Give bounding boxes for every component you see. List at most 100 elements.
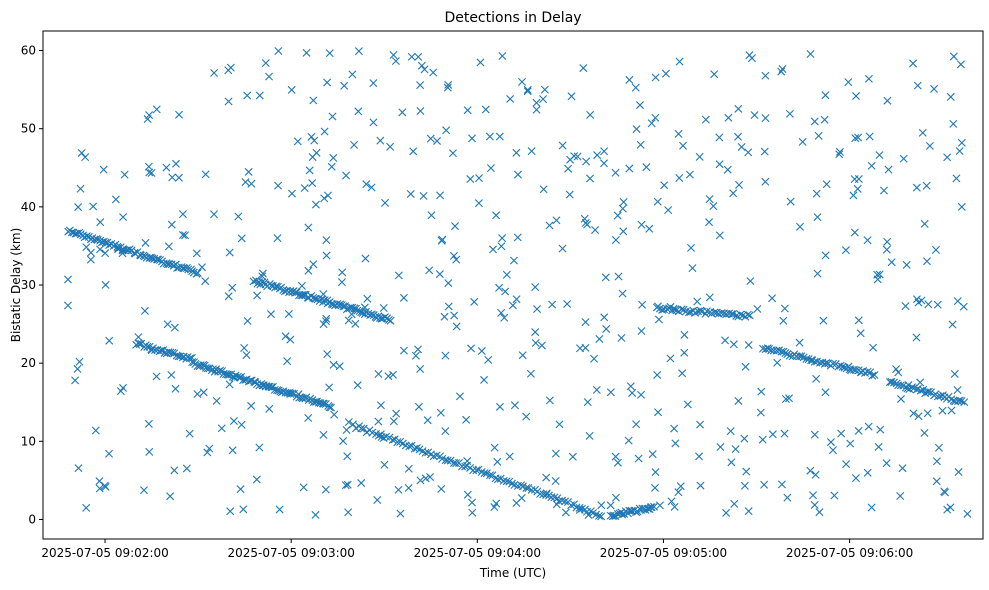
- data-point-marker: [851, 134, 860, 143]
- data-point-marker: [343, 480, 352, 489]
- data-point-marker: [852, 92, 861, 101]
- data-point-marker: [896, 492, 905, 500]
- data-point-marker: [101, 280, 110, 289]
- data-point-marker: [646, 503, 655, 512]
- data-point-marker: [883, 96, 892, 105]
- data-point-marker: [578, 504, 587, 513]
- data-point-marker: [416, 107, 425, 115]
- data-point-marker: [806, 466, 815, 475]
- x-axis: 2025-07-05 09:02:00 2025-07-05 09:03:00 20…: [41, 539, 913, 560]
- data-point-marker: [165, 260, 174, 269]
- data-point-marker: [181, 231, 190, 240]
- data-point-marker: [812, 189, 821, 198]
- data-point-marker: [747, 54, 756, 63]
- data-point-marker: [761, 177, 770, 186]
- data-point-marker: [363, 294, 372, 303]
- data-point-marker: [380, 460, 389, 469]
- data-point-marker: [716, 443, 725, 451]
- y-axis: 0 10 20 30 40 50 60: [21, 44, 43, 526]
- data-point-marker: [105, 449, 114, 458]
- data-point-marker: [856, 329, 865, 338]
- data-point-marker: [411, 351, 420, 360]
- data-point-marker: [81, 153, 90, 162]
- data-point-marker: [645, 224, 654, 233]
- data-point-marker: [253, 291, 262, 300]
- data-point-marker: [796, 222, 804, 231]
- data-point-marker: [168, 173, 177, 182]
- data-point-marker: [846, 439, 855, 448]
- data-point-marker: [679, 141, 687, 150]
- data-point-marker: [147, 169, 156, 177]
- data-point-marker: [416, 476, 425, 485]
- data-point-marker: [666, 354, 675, 363]
- data-point-marker: [709, 202, 718, 211]
- data-point-marker: [813, 213, 822, 222]
- data-point-marker: [152, 105, 161, 114]
- data-point-marker: [463, 106, 472, 115]
- data-point-marker: [327, 162, 336, 171]
- data-point-marker: [255, 91, 264, 100]
- data-point-marker: [404, 484, 413, 493]
- data-point-marker: [882, 459, 891, 468]
- data-point-marker: [339, 437, 348, 446]
- data-point-marker: [923, 409, 932, 418]
- data-point-marker: [114, 243, 123, 252]
- data-point-marker: [874, 442, 883, 451]
- data-point-marker: [311, 294, 320, 303]
- data-point-marker: [581, 318, 590, 327]
- data-point-marker: [91, 426, 100, 435]
- data-point-marker: [286, 335, 295, 344]
- data-point-marker: [899, 154, 908, 163]
- data-point-marker: [913, 81, 922, 90]
- data-point-marker: [455, 392, 464, 401]
- data-point-marker: [867, 161, 876, 170]
- data-point-marker: [421, 448, 430, 457]
- data-point-marker: [71, 376, 80, 385]
- data-point-marker: [485, 132, 494, 141]
- data-point-marker: [947, 406, 956, 415]
- data-point-marker: [119, 383, 128, 392]
- data-point-marker: [335, 362, 344, 371]
- data-point-marker: [931, 245, 940, 254]
- data-point-marker: [903, 384, 912, 393]
- data-point-marker: [726, 427, 735, 436]
- data-point-marker: [299, 483, 308, 492]
- data-point-marker: [307, 132, 316, 141]
- data-point-marker: [171, 159, 180, 168]
- data-point-marker: [468, 498, 477, 507]
- y-tick-label: 20: [21, 356, 36, 370]
- data-point-marker: [625, 164, 634, 173]
- data-point-marker: [722, 508, 731, 517]
- data-point-marker: [822, 358, 831, 367]
- data-point-marker: [287, 85, 296, 94]
- data-point-marker: [350, 140, 359, 149]
- data-point-marker: [163, 260, 172, 269]
- data-point-marker: [670, 502, 679, 511]
- data-point-marker: [957, 396, 966, 405]
- data-point-marker: [884, 165, 893, 174]
- data-point-marker: [73, 364, 82, 373]
- data-point-marker: [837, 429, 846, 438]
- data-point-marker: [193, 390, 202, 399]
- data-point-marker: [522, 483, 531, 492]
- data-point-marker: [548, 300, 557, 309]
- data-point-marker: [468, 508, 477, 517]
- data-point-marker: [705, 293, 714, 302]
- data-point-marker: [624, 436, 633, 445]
- data-point-marker: [597, 501, 606, 510]
- data-point-marker: [86, 248, 95, 257]
- data-point-marker: [924, 300, 933, 309]
- data-point-marker: [247, 401, 256, 410]
- data-point-marker: [602, 324, 611, 333]
- data-point-marker: [474, 199, 483, 208]
- data-point-marker: [497, 308, 506, 317]
- data-point-marker: [398, 108, 407, 117]
- data-point-marker: [849, 191, 858, 200]
- data-point-marker: [851, 366, 860, 375]
- data-point-marker: [82, 243, 91, 252]
- data-point-marker: [628, 388, 637, 397]
- data-point-marker: [532, 98, 541, 107]
- data-point-marker: [680, 330, 689, 339]
- data-point-marker: [688, 264, 697, 273]
- data-point-marker: [635, 101, 644, 110]
